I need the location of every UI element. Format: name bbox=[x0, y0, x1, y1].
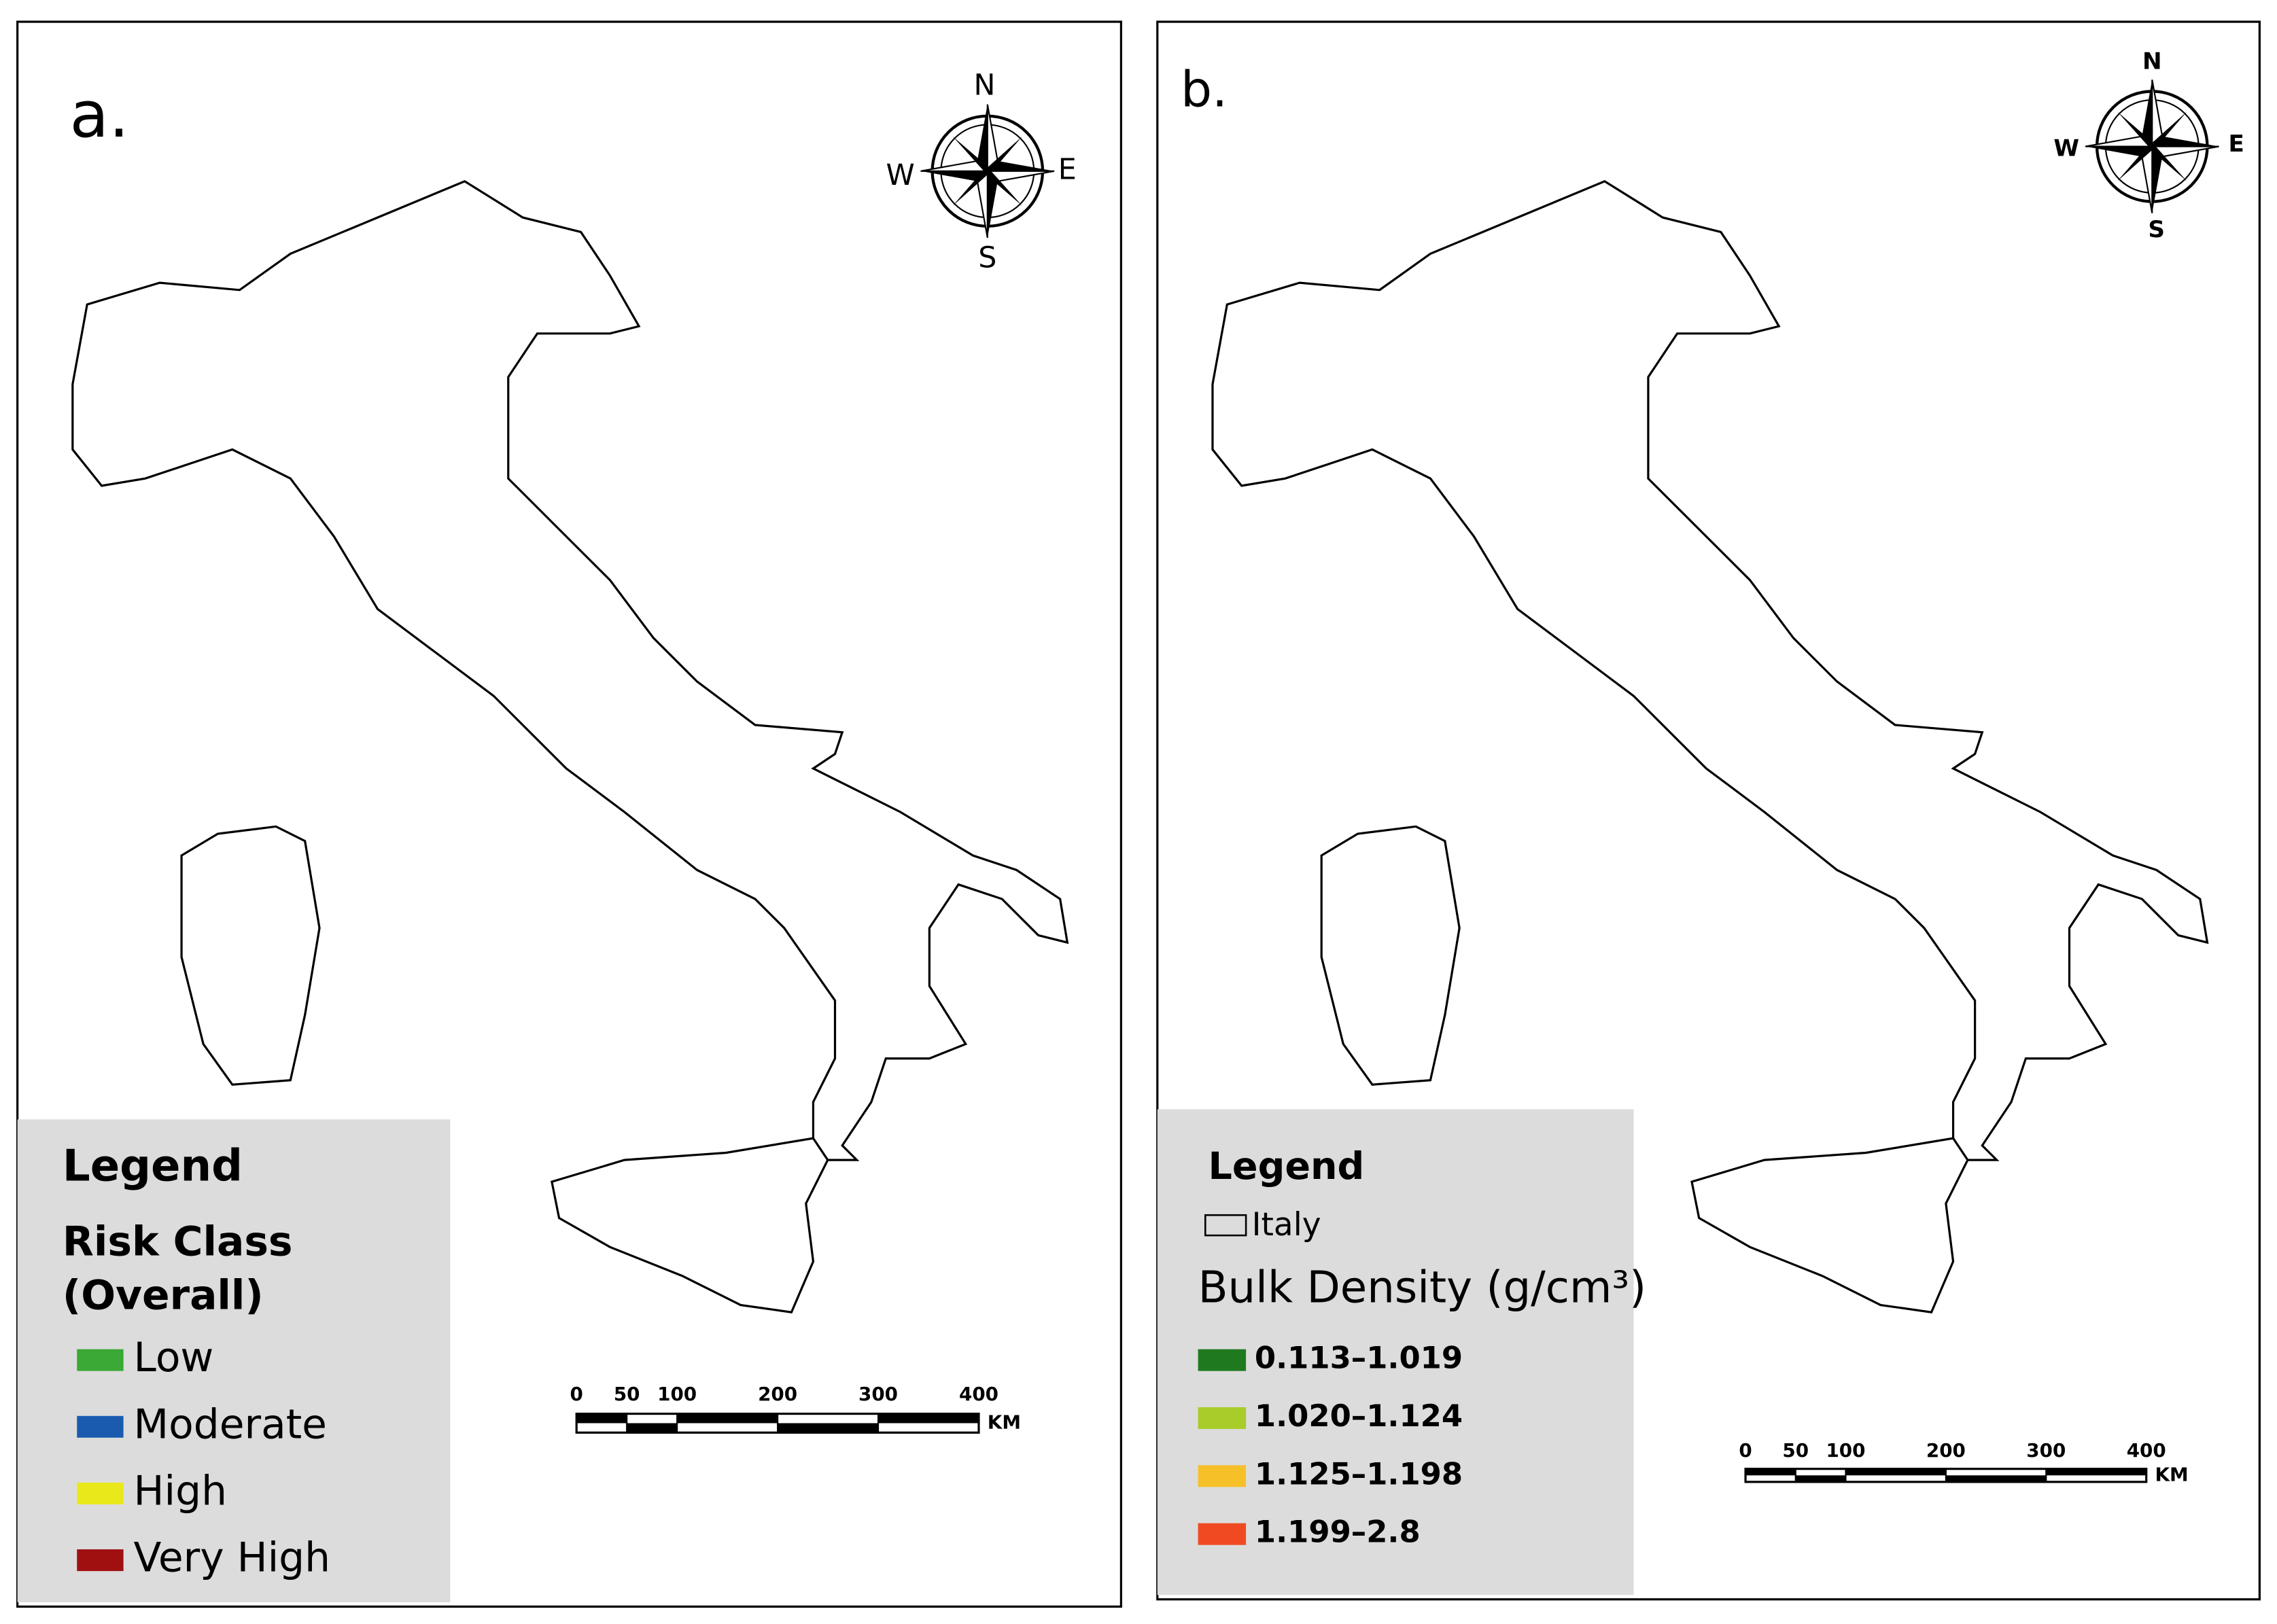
scale-bar-label: 50 bbox=[1782, 1439, 1809, 1462]
legend-label: Low bbox=[134, 1335, 214, 1381]
legend-title: Legend bbox=[63, 1142, 243, 1192]
compass-label: S bbox=[978, 241, 996, 275]
scale-bar-label: 400 bbox=[959, 1383, 998, 1405]
legend-heading: Risk Class bbox=[63, 1219, 293, 1266]
annotations: a. N S W E Legend Risk Class (Overall) Low Modera… bbox=[63, 48, 2244, 1581]
legend-swatch bbox=[77, 1415, 124, 1438]
scale-bar-label: 300 bbox=[858, 1383, 898, 1405]
legend-heading: Bulk Density (g/cm³) bbox=[1198, 1263, 1647, 1313]
compass-label: S bbox=[2148, 216, 2165, 243]
scale-bar-segment bbox=[1845, 1468, 1946, 1476]
legend-heading: (Overall) bbox=[63, 1272, 264, 1319]
scale-bar-segment bbox=[627, 1423, 678, 1433]
legend-swatch bbox=[1198, 1523, 1247, 1545]
compass-label: N bbox=[974, 69, 996, 103]
panel-label: a. bbox=[70, 78, 129, 152]
scale-bar-label: 200 bbox=[758, 1383, 797, 1405]
compass-label: W bbox=[2053, 135, 2079, 162]
legend-swatch bbox=[1198, 1349, 1247, 1371]
scale-bar-label: 0 bbox=[1739, 1439, 1752, 1462]
legend-label: High bbox=[134, 1468, 227, 1515]
legend-swatch bbox=[77, 1349, 124, 1371]
scale-bar-segment bbox=[878, 1413, 979, 1424]
compass-label: E bbox=[2229, 130, 2244, 158]
scale-bar-label: 100 bbox=[1826, 1439, 1865, 1462]
scale-bar-unit: KM bbox=[2155, 1463, 2189, 1485]
compass-label: E bbox=[1058, 152, 1077, 186]
scale-bar-label: 300 bbox=[2026, 1439, 2066, 1462]
scale-bar-segment bbox=[576, 1413, 627, 1424]
legend-label: 1.125–1.198 bbox=[1255, 1455, 1463, 1491]
legend-swatch bbox=[77, 1482, 124, 1504]
legend-swatch bbox=[1198, 1465, 1247, 1487]
scale-bar-label: 0 bbox=[570, 1383, 583, 1405]
legend-swatch bbox=[77, 1549, 124, 1572]
scale-bar-segment bbox=[1945, 1475, 2047, 1482]
compass-label: N bbox=[2142, 48, 2162, 75]
scale-bar-unit: KM bbox=[988, 1411, 1021, 1433]
legend-label: Very High bbox=[134, 1535, 331, 1582]
scale-bar-label: 50 bbox=[614, 1383, 640, 1405]
scale-bar-label: 200 bbox=[1926, 1439, 1966, 1462]
legend-label: 0.113–1.019 bbox=[1255, 1340, 1463, 1376]
legend-title: Legend bbox=[1209, 1144, 1365, 1188]
legend-swatch bbox=[1198, 1407, 1247, 1429]
map bbox=[1211, 180, 2209, 1313]
panel-label: b. bbox=[1181, 62, 1228, 119]
scale-bar-segment bbox=[677, 1413, 778, 1424]
scale-bar-segment bbox=[1745, 1468, 1796, 1476]
scale-bar-segment bbox=[1795, 1475, 1846, 1482]
legend-outline-swatch bbox=[1204, 1214, 1247, 1237]
legend-label: Moderate bbox=[134, 1401, 327, 1448]
scale-bar-label: 100 bbox=[657, 1383, 697, 1405]
scale-bar-segment bbox=[778, 1423, 879, 1433]
scale-bar-segment bbox=[2046, 1468, 2146, 1476]
scale-bar-label: 400 bbox=[2127, 1439, 2166, 1462]
legend-label: 1.199–2.8 bbox=[1255, 1514, 1421, 1550]
compass-label: W bbox=[886, 158, 914, 192]
legend-label: 1.020–1.124 bbox=[1255, 1398, 1463, 1434]
legend-label: Italy bbox=[1252, 1206, 1321, 1243]
